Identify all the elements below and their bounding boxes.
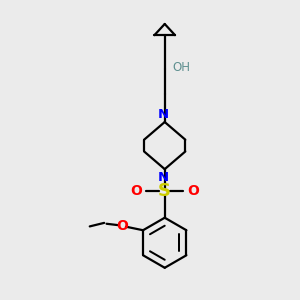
Text: N: N [158,171,169,184]
Text: O: O [188,184,199,198]
Text: OH: OH [172,61,190,74]
Text: N: N [158,108,169,121]
Text: S: S [158,182,171,200]
Text: O: O [130,184,142,198]
Text: O: O [116,219,128,233]
